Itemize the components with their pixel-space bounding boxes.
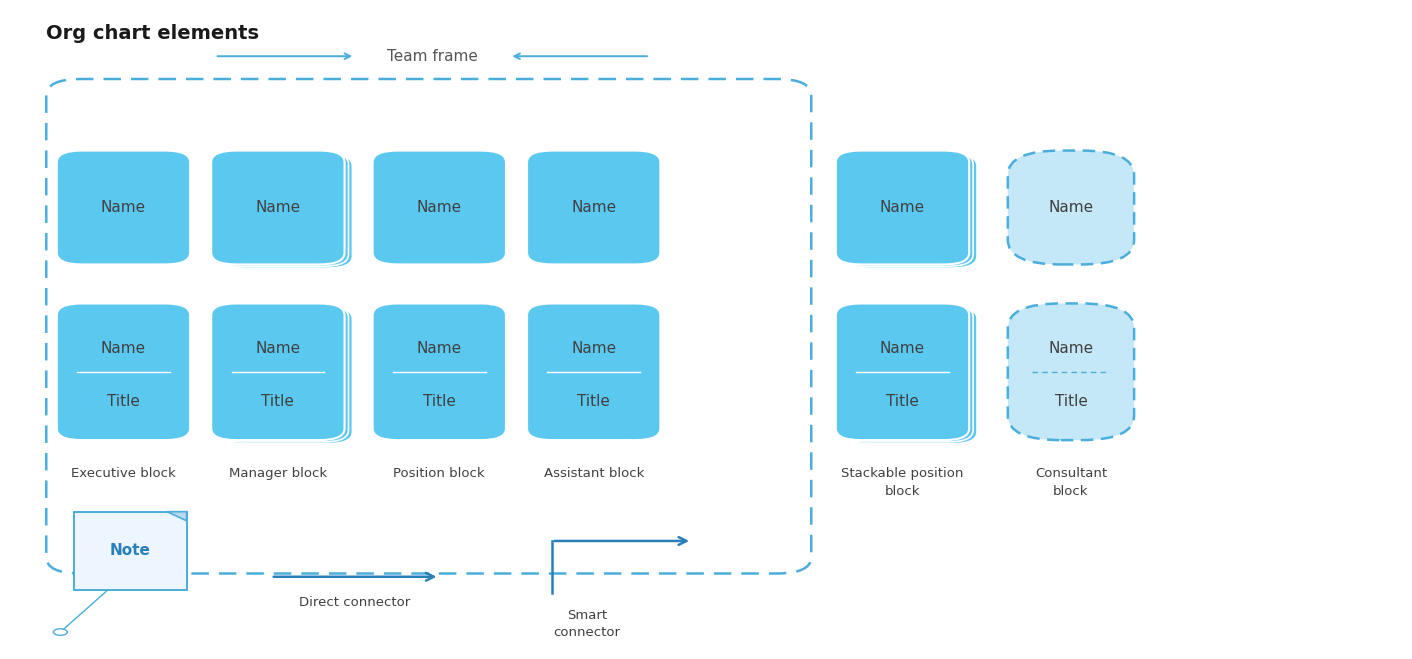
FancyBboxPatch shape: [527, 304, 661, 440]
FancyBboxPatch shape: [212, 304, 345, 440]
Circle shape: [54, 629, 68, 635]
FancyBboxPatch shape: [75, 511, 186, 590]
FancyBboxPatch shape: [836, 304, 969, 440]
Text: Team frame: Team frame: [387, 49, 477, 64]
Text: Manager block: Manager block: [229, 467, 328, 480]
Text: Title: Title: [578, 394, 610, 409]
FancyBboxPatch shape: [1008, 304, 1134, 440]
Text: Name: Name: [1048, 341, 1093, 356]
Text: Note: Note: [110, 543, 151, 558]
Text: Name: Name: [880, 341, 925, 356]
Text: Title: Title: [1055, 394, 1087, 409]
FancyBboxPatch shape: [373, 304, 505, 440]
Text: Name: Name: [256, 200, 301, 215]
Text: Name: Name: [1048, 200, 1093, 215]
Text: Title: Title: [887, 394, 919, 409]
Text: Org chart elements: Org chart elements: [47, 24, 260, 43]
FancyBboxPatch shape: [840, 152, 973, 266]
FancyBboxPatch shape: [1008, 150, 1134, 264]
FancyBboxPatch shape: [836, 150, 969, 264]
Text: Name: Name: [256, 341, 301, 356]
FancyBboxPatch shape: [56, 304, 191, 440]
Text: Name: Name: [100, 341, 145, 356]
Text: Name: Name: [570, 341, 616, 356]
Text: Title: Title: [107, 394, 140, 409]
Polygon shape: [167, 511, 186, 521]
Text: Consultant
block: Consultant block: [1035, 467, 1107, 498]
Text: Name: Name: [417, 341, 462, 356]
Text: Name: Name: [880, 200, 925, 215]
FancyBboxPatch shape: [844, 154, 977, 268]
Text: Name: Name: [100, 200, 145, 215]
FancyBboxPatch shape: [373, 150, 505, 264]
Text: Assistant block: Assistant block: [544, 467, 644, 480]
FancyBboxPatch shape: [844, 307, 977, 444]
Text: Stackable position
block: Stackable position block: [842, 467, 964, 498]
Text: Executive block: Executive block: [71, 467, 176, 480]
FancyBboxPatch shape: [527, 150, 661, 264]
Text: Smart
connector: Smart connector: [554, 610, 620, 639]
FancyBboxPatch shape: [215, 305, 349, 442]
Text: Position block: Position block: [394, 467, 486, 480]
Text: Direct connector: Direct connector: [299, 596, 411, 610]
Text: Name: Name: [570, 200, 616, 215]
Text: Name: Name: [417, 200, 462, 215]
FancyBboxPatch shape: [215, 152, 349, 266]
FancyBboxPatch shape: [840, 305, 973, 442]
Text: Title: Title: [422, 394, 456, 409]
FancyBboxPatch shape: [212, 150, 345, 264]
FancyBboxPatch shape: [219, 154, 353, 268]
FancyBboxPatch shape: [56, 150, 191, 264]
Text: Title: Title: [261, 394, 294, 409]
FancyBboxPatch shape: [219, 307, 353, 444]
